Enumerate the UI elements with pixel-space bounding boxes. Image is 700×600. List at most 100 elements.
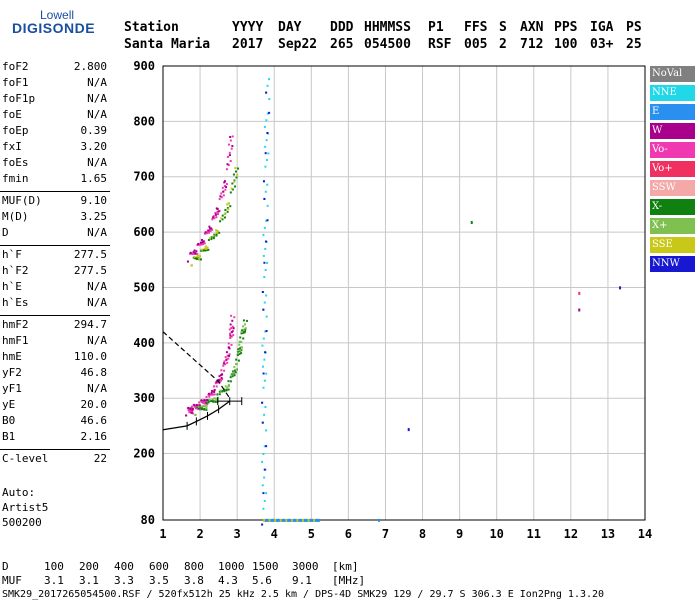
o-trace-low-dot	[220, 374, 223, 377]
x-trace-low-dot	[214, 400, 217, 403]
x-tick-label: 1	[159, 527, 166, 541]
o-trace-high-dot	[197, 242, 200, 245]
x-trace-high-dot	[223, 212, 226, 215]
vertical-trace-dot	[268, 111, 271, 114]
param-value: 294.7	[73, 318, 107, 331]
legend-item: SSE	[650, 237, 695, 253]
x-tick-label: 3	[234, 527, 241, 541]
o-trace-high-dot	[196, 244, 199, 247]
param-value: N/A	[87, 382, 107, 395]
o-trace-high-dot	[207, 229, 210, 232]
x-trace-high-dot	[221, 214, 224, 217]
vertical-trace-dot	[262, 337, 265, 340]
x-trace-high-dot	[237, 167, 240, 170]
x-trace-low-dot	[209, 400, 212, 403]
vertical-trace-dot	[265, 329, 268, 332]
ground-clutter-dot	[315, 518, 319, 522]
ground-clutter-dot	[270, 518, 274, 522]
o-trace-low-dot	[230, 327, 233, 330]
ground-clutter-dot	[272, 518, 276, 522]
param-value: N/A	[87, 334, 107, 347]
param-value: N/A	[87, 156, 107, 169]
param-separator	[0, 449, 110, 450]
o-trace-high-dot	[223, 184, 226, 187]
ground-clutter-dot	[313, 518, 317, 522]
x-trace-low-dot	[215, 397, 218, 400]
param-label: foEp	[2, 124, 29, 137]
vertical-trace-dot	[262, 233, 265, 236]
x-trace-low-dot	[205, 407, 208, 410]
vertical-trace-dot	[263, 358, 266, 361]
vertical-trace-dot	[263, 197, 266, 200]
param-label: yE	[2, 398, 16, 411]
x-trace-high-dot	[198, 257, 201, 260]
o-trace-low-dot	[196, 404, 199, 407]
ground-clutter-dot	[263, 518, 267, 522]
x-trace-low-dot	[200, 405, 203, 408]
o-trace-high-dot	[224, 180, 227, 183]
header-label-2: DAY	[278, 20, 302, 35]
param-label: B0	[2, 414, 16, 427]
o-trace-high-dot	[227, 164, 230, 167]
ground-clutter-dot	[294, 518, 298, 522]
x-trace-high-dot	[203, 249, 206, 252]
x-trace-high-dot	[232, 173, 235, 176]
o-trace-low-dot	[210, 391, 213, 394]
distance-cell: D	[2, 560, 9, 573]
ground-clutter-dot	[266, 518, 270, 522]
o-trace-high-dot	[214, 213, 217, 216]
vertical-trace-dot	[263, 125, 266, 128]
x-trace-high-dot	[220, 217, 223, 220]
param-value: 277.5	[73, 264, 107, 277]
vertical-trace-dot	[262, 254, 265, 257]
x-trace-low-dot	[205, 404, 208, 407]
muf-cell: 3.1	[79, 574, 99, 587]
header-value-3: 265	[330, 37, 354, 52]
x-trace-high-dot	[193, 256, 196, 259]
o-trace-low-dot	[208, 395, 211, 398]
o-trace-high-dot	[214, 211, 217, 214]
param-value: N/A	[87, 108, 107, 121]
x-trace-low-dot	[234, 369, 237, 372]
footer-info: SMK29_2017265054500.RSF / 520fx512h 25 k…	[2, 589, 605, 600]
y-tick-label: 600	[133, 225, 155, 239]
o-trace-high-dot	[201, 241, 204, 244]
y-tick-label: 700	[133, 170, 155, 184]
x-trace-low-dot	[235, 362, 238, 365]
x-trace-low-dot	[219, 389, 222, 392]
param-label: MUF(D)	[2, 194, 42, 207]
x-trace-high-dot	[233, 179, 236, 182]
x-trace-high-dot	[226, 203, 229, 206]
profile-line	[162, 400, 231, 431]
param-label: h`E	[2, 280, 22, 293]
o-trace-high-dot	[222, 194, 225, 197]
o-trace-high-dot	[220, 192, 223, 195]
param-value: 9.10	[80, 194, 108, 207]
x-trace-high-dot	[233, 180, 236, 183]
o-trace-high-dot	[193, 249, 196, 252]
o-trace-high-dot	[204, 231, 207, 234]
vertical-trace-dot	[263, 468, 266, 471]
x-trace-low-dot	[231, 375, 234, 378]
o-trace-low-dot	[220, 369, 223, 372]
vertical-trace-dot	[266, 112, 269, 115]
param-label: C-level	[2, 452, 49, 465]
o-trace-low-dot	[188, 411, 191, 414]
o-trace-high-dot	[211, 228, 214, 231]
vertical-trace-dot	[265, 315, 268, 318]
x-trace-low-dot	[239, 349, 242, 352]
header-value-0: Santa Maria	[124, 37, 211, 52]
o-trace-low-dot	[230, 335, 233, 338]
scatter-point	[578, 291, 581, 295]
param-separator	[0, 315, 110, 316]
o-trace-low-dot	[193, 403, 196, 406]
o-trace-high-dot	[189, 251, 192, 254]
vertical-trace-dot	[265, 429, 268, 432]
muf-cell: 3.3	[114, 574, 134, 587]
param-label: hmF2	[2, 318, 29, 331]
y-tick-label: 200	[133, 447, 155, 461]
param-value: 110.0	[73, 350, 107, 363]
distance-cell: 800	[184, 560, 204, 573]
x-trace-low-dot	[227, 388, 230, 391]
vertical-trace-dot	[261, 484, 264, 487]
